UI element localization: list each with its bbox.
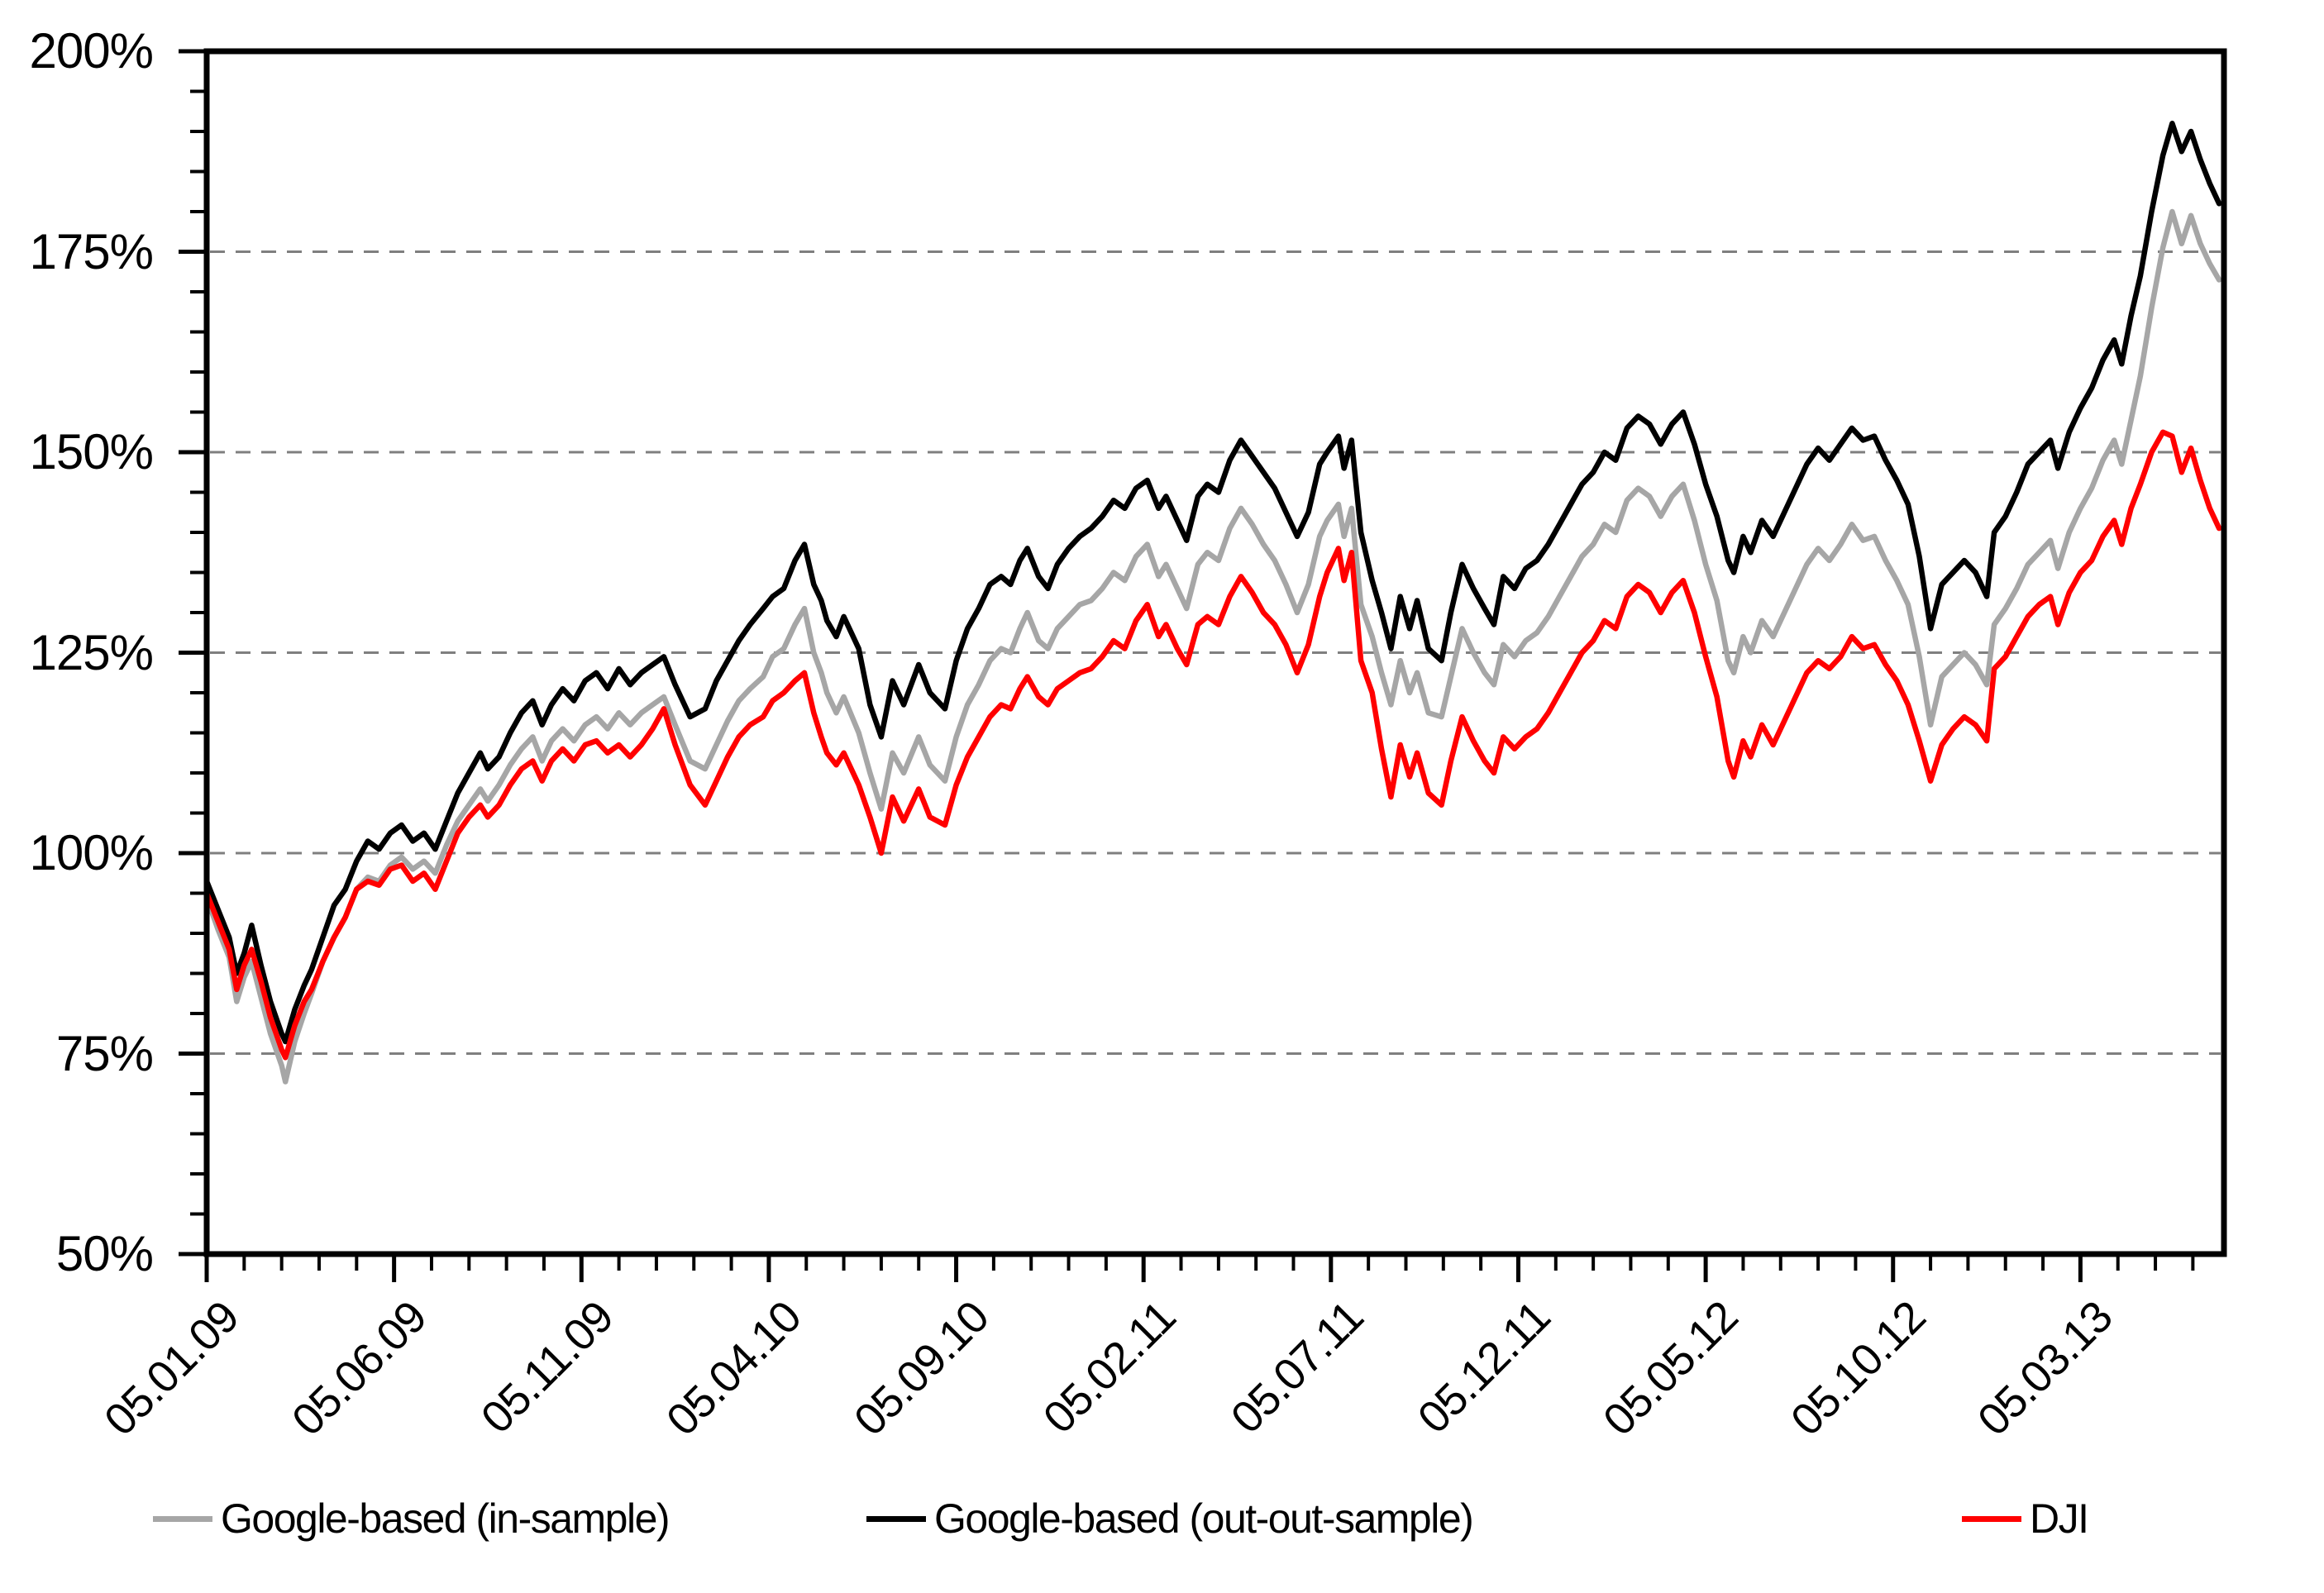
legend-line-marker [153, 1515, 212, 1522]
series-line-dji [203, 429, 2222, 1061]
legend-line-marker [866, 1515, 926, 1522]
series-lines [203, 121, 2222, 1085]
y-tick-label: 125% [29, 624, 154, 680]
series-line-google-based-out-out-sample [203, 121, 2222, 1045]
legend-label: Google-based (in-sample) [221, 1495, 670, 1542]
y-tick-label: 75% [55, 1025, 154, 1081]
legend-label: Google-based (out-out-sample) [934, 1495, 1474, 1542]
legend-item-out-out-sample: Google-based (out-out-sample) [866, 1495, 1474, 1543]
y-tick-label: 50% [55, 1226, 154, 1281]
y-tick-label: 150% [29, 424, 154, 479]
gridlines [210, 250, 2221, 1055]
legend-line-marker [1962, 1515, 2021, 1522]
series-line-google-based-in-sample [203, 208, 2222, 1085]
y-tick-label: 100% [29, 825, 154, 880]
legend-item-dji: DJI [1962, 1495, 2089, 1543]
plot-border [203, 48, 2227, 1257]
y-tick-label: 175% [29, 223, 154, 279]
legend-label: DJI [2030, 1495, 2089, 1542]
y-tick-label: 200% [29, 23, 154, 79]
legend-item-in-sample: Google-based (in-sample) [153, 1495, 670, 1543]
